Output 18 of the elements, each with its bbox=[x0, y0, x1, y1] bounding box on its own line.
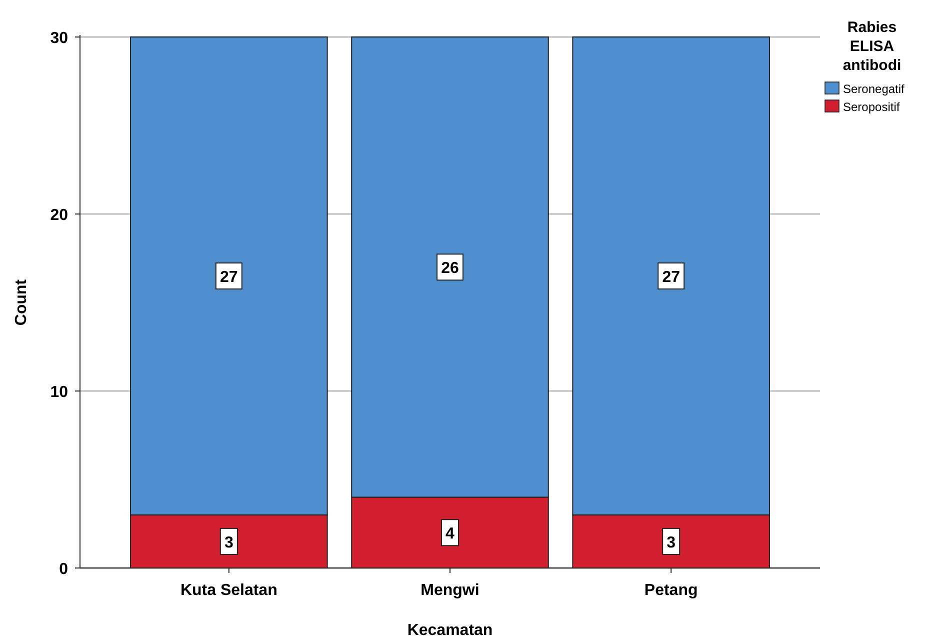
data-label: 26 bbox=[441, 260, 459, 278]
y-tick-label: 0 bbox=[59, 561, 68, 578]
x-axis-title: Kecamatan bbox=[407, 622, 493, 639]
y-axis-title: Count bbox=[13, 278, 30, 326]
legend-title: Rabies ELISA antibodi bbox=[842, 19, 902, 74]
data-label: 27 bbox=[220, 268, 238, 286]
y-tick-label: 20 bbox=[50, 207, 68, 224]
y-tick-label: 30 bbox=[50, 30, 68, 47]
legend-label: Seronegatif bbox=[843, 82, 906, 96]
data-label: 27 bbox=[662, 268, 680, 286]
data-label: 4 bbox=[446, 526, 455, 543]
data-label: 3 bbox=[666, 534, 676, 552]
legend-label: Seropositif bbox=[843, 100, 900, 114]
data-label: 3 bbox=[224, 534, 234, 552]
x-tick-label: Petang bbox=[644, 582, 698, 599]
x-tick-label: Mengwi bbox=[420, 582, 480, 599]
y-tick-label: 10 bbox=[50, 384, 68, 401]
x-tick-label: Kuta Selatan bbox=[180, 582, 278, 599]
